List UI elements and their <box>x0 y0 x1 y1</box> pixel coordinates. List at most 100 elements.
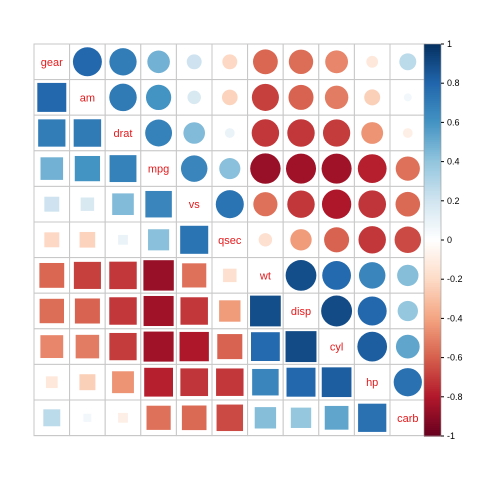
colorbar-segment <box>424 343 441 347</box>
corr-circle-am-cyl <box>324 85 349 110</box>
colorbar-segment <box>424 322 441 325</box>
colorbar-segment <box>424 63 441 67</box>
corr-circle-disp-hp <box>357 296 387 326</box>
colorbar-segment <box>424 361 441 365</box>
corr-circle-mpg-disp <box>285 153 317 184</box>
corr-square-hp-gear <box>45 376 58 389</box>
colorbar-segment <box>424 45 441 49</box>
colorbar-tick-label: 0.2 <box>447 196 460 206</box>
colorbar-segment <box>424 226 441 229</box>
corr-circle-disp-carb <box>397 300 418 322</box>
colorbar-segment <box>424 367 441 370</box>
corr-square-hp-drat <box>112 371 134 394</box>
colorbar-segment <box>424 189 441 192</box>
colorbar-segment <box>424 147 441 151</box>
corr-square-disp-vs <box>180 297 208 325</box>
colorbar-segment <box>424 249 441 253</box>
colorbar-segment <box>424 390 441 394</box>
colorbar-segment <box>424 275 441 278</box>
colorbar-segment <box>424 89 441 92</box>
colorbar-segment <box>424 200 441 204</box>
colorbar-tick-label: -1 <box>447 431 455 441</box>
matrix-cell-wt-carb <box>389 257 427 294</box>
colorbar-segment <box>424 159 441 163</box>
colorbar-segment <box>424 336 441 339</box>
corr-circle-drat-wt <box>251 119 280 147</box>
colorbar-segment <box>424 304 441 308</box>
corr-square-qsec-vs <box>180 225 209 254</box>
colorbar-segment <box>424 263 441 267</box>
corr-circle-wt-hp <box>358 262 386 289</box>
variable-label-gear: gear <box>41 57 63 69</box>
colorbar-segment <box>424 187 441 190</box>
corr-square-carb-am <box>83 413 92 422</box>
colorbar-segment <box>424 238 441 241</box>
corr-circle-gear-vs <box>186 54 202 70</box>
colorbar-segment <box>424 375 441 378</box>
colorbar-segment <box>424 216 441 220</box>
colorbar-segment <box>424 240 441 243</box>
corr-square-qsec-mpg <box>148 229 170 251</box>
corr-circle-vs-wt <box>253 192 278 217</box>
colorbar-segment <box>424 218 441 221</box>
colorbar-segment <box>424 334 441 337</box>
colorbar-segment <box>424 110 441 114</box>
colorbar-segment <box>424 338 441 341</box>
matrix-cell-cyl-cyl <box>318 328 355 365</box>
colorbar-segment <box>424 285 441 288</box>
corr-square-cyl-wt <box>251 332 280 361</box>
colorbar-segment <box>424 116 441 120</box>
matrix-cell-mpg-mpg <box>140 150 177 187</box>
colorbar-segment <box>424 392 441 396</box>
corr-square-carb-gear <box>43 409 61 427</box>
corr-circle-vs-hp <box>358 190 387 219</box>
colorbar-tick-label: 0.8 <box>447 78 460 88</box>
colorbar-segment <box>424 124 441 127</box>
corr-square-wt-mpg <box>143 260 174 291</box>
colorbar-segment <box>424 363 441 367</box>
colorbar-segment <box>424 47 441 51</box>
colorbar-segment <box>424 365 441 368</box>
corr-circle-wt-cyl <box>322 261 351 290</box>
colorbar-segment <box>424 428 441 431</box>
variable-label-vs: vs <box>189 199 201 211</box>
corr-circle-am-qsec <box>221 89 238 106</box>
colorbar-segment <box>424 402 441 406</box>
colorbar-segment <box>424 142 441 145</box>
corr-square-disp-qsec <box>219 300 241 322</box>
colorbar-segment <box>424 261 441 265</box>
matrix-cell-am-carb <box>389 79 427 116</box>
colorbar-segment <box>424 51 441 55</box>
colorbar-tick-label: 0.4 <box>447 157 460 167</box>
colorbar-segment <box>424 257 441 261</box>
corr-circle-qsec-hp <box>358 226 386 254</box>
colorbar-segment <box>424 253 441 257</box>
corr-square-hp-qsec <box>216 368 244 396</box>
colorbar-segment <box>424 71 441 74</box>
corr-square-carb-disp <box>290 407 312 428</box>
colorbar-tick-label: -0.2 <box>447 274 463 284</box>
colorbar-segment <box>424 234 441 237</box>
variable-label-cyl: cyl <box>330 342 343 354</box>
colorbar-segment <box>424 394 441 398</box>
corr-square-carb-wt <box>254 407 277 429</box>
corr-square-vs-drat <box>112 193 134 216</box>
colorbar-segment <box>424 379 441 382</box>
colorbar-segment <box>424 345 441 349</box>
colorbar-segment <box>424 155 441 159</box>
colorbar-segment <box>424 181 441 184</box>
corr-square-wt-gear <box>39 262 65 288</box>
colorbar-segment <box>424 251 441 255</box>
corr-circle-qsec-cyl <box>324 227 350 253</box>
corr-square-cyl-qsec <box>217 334 243 360</box>
colorbar-segment <box>424 347 441 351</box>
corr-square-wt-vs <box>182 263 207 288</box>
corr-circle-gear-carb <box>399 53 417 71</box>
colorbar-segment <box>424 118 441 122</box>
colorbar-segment <box>424 434 441 437</box>
corr-square-mpg-am <box>74 155 101 182</box>
colorbar-tick-label: -0.8 <box>447 392 463 402</box>
corr-circle-hp-carb <box>393 368 422 397</box>
colorbar-segment <box>424 44 441 47</box>
corr-square-hp-mpg <box>144 367 173 397</box>
